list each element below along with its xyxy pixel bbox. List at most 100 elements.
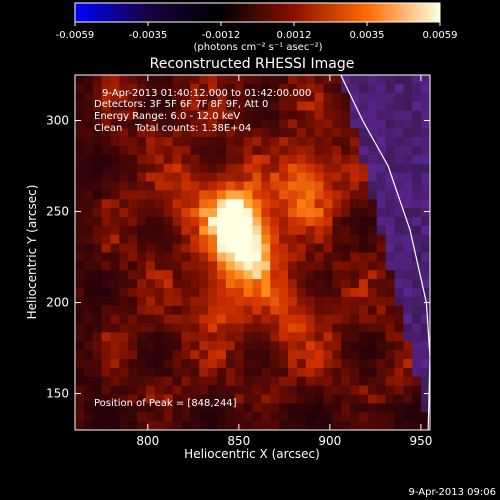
heatmap-pixel [163, 279, 174, 289]
heatmap-pixel [261, 261, 271, 271]
heatmap-pixel [412, 350, 422, 360]
heatmap-pixel [190, 137, 200, 147]
heatmap-pixel [314, 75, 324, 85]
heatmap-pixel [288, 190, 298, 200]
heatmap-pixel [128, 208, 138, 218]
heatmap-pixel [288, 163, 298, 174]
heatmap-pixel [128, 190, 138, 200]
heatmap-pixel [208, 146, 218, 156]
heatmap-pixel [270, 75, 280, 85]
heatmap-pixel [305, 385, 316, 395]
heatmap-pixel [83, 101, 94, 111]
heatmap-pixel [172, 359, 182, 369]
heatmap-pixel [261, 234, 271, 245]
heatmap-pixel [367, 421, 378, 430]
heatmap-pixel [332, 110, 342, 120]
heatmap-pixel [367, 243, 378, 253]
heatmap-pixel [92, 199, 103, 209]
heatmap-pixel [83, 359, 94, 369]
heatmap-pixel [350, 421, 360, 430]
heatmap-pixel [252, 217, 262, 227]
heatmap-pixel [172, 367, 182, 378]
heatmap-pixel [261, 190, 271, 200]
heatmap-pixel [323, 190, 333, 200]
heatmap-pixel [394, 172, 404, 182]
heatmap-pixel [412, 403, 422, 413]
heatmap-pixel [181, 288, 191, 298]
heatmap-pixel [376, 412, 387, 422]
heatmap-pixel [92, 385, 103, 395]
heatmap-pixel [172, 154, 182, 165]
heatmap-pixel [172, 190, 182, 200]
heatmap-pixel [119, 181, 129, 191]
heatmap-pixel [92, 305, 103, 316]
heatmap-pixel [146, 243, 156, 253]
heatmap-pixel [208, 359, 218, 369]
heatmap-pixel [243, 412, 253, 422]
heatmap-pixel [190, 305, 200, 316]
heatmap-pixel [119, 101, 129, 111]
heatmap-pixel [296, 341, 307, 351]
heatmap-pixel [403, 279, 413, 289]
heatmap-pixel [101, 172, 111, 182]
heatmap-pixel [128, 181, 138, 191]
heatmap-pixel [225, 323, 236, 333]
heatmap-pixel [279, 305, 289, 316]
heatmap-pixel [394, 314, 404, 324]
heatmap-pixel [83, 412, 94, 422]
heatmap-pixel [154, 314, 165, 324]
heatmap-pixel [199, 314, 209, 324]
heatmap-pixel [359, 172, 369, 182]
heatmap-pixel [128, 146, 138, 156]
heatmap-pixel [394, 146, 404, 156]
heatmap-pixel [332, 146, 342, 156]
heatmap-pixel [101, 163, 111, 174]
heatmap-pixel [92, 421, 103, 430]
heatmap-pixel [128, 154, 138, 165]
heatmap-pixel [208, 314, 218, 324]
heatmap-pixel [243, 199, 253, 209]
heatmap-pixel [83, 110, 94, 120]
heatmap-pixel [288, 332, 298, 342]
heatmap-pixel [341, 394, 351, 404]
heatmap-pixel [92, 146, 103, 156]
heatmap-pixel [261, 208, 271, 218]
heatmap-pixel [270, 341, 280, 351]
heatmap-pixel [279, 92, 289, 103]
heatmap-pixel [279, 332, 289, 342]
heatmap-pixel [350, 305, 360, 316]
heatmap-pixel [341, 190, 351, 200]
heatmap-pixel [403, 243, 413, 253]
heatmap-pixel [154, 110, 165, 120]
heatmap-pixel [359, 385, 369, 395]
heatmap-pixel [137, 181, 147, 191]
heatmap-pixel [128, 75, 138, 85]
heatmap-pixel [359, 128, 369, 138]
heatmap-pixel [243, 128, 253, 138]
heatmap-pixel [288, 243, 298, 253]
heatmap-pixel [181, 199, 191, 209]
heatmap-pixel [412, 154, 422, 165]
heatmap-pixel [137, 225, 147, 236]
heatmap-pixel [376, 119, 387, 129]
heatmap-pixel [101, 341, 111, 351]
heatmap-pixel [234, 350, 245, 360]
heatmap-pixel [252, 252, 262, 262]
heatmap-pixel [261, 332, 271, 342]
heatmap-pixel [199, 75, 209, 85]
heatmap-pixel [208, 225, 218, 236]
heatmap-pixel [163, 421, 174, 430]
heatmap-pixel [101, 181, 111, 191]
heatmap-pixel [261, 225, 271, 236]
heatmap-pixel [172, 119, 182, 129]
heatmap-pixel [359, 350, 369, 360]
heatmap-pixel [181, 350, 191, 360]
heatmap-pixel [208, 288, 218, 298]
heatmap-pixel [270, 288, 280, 298]
heatmap-pixel [367, 217, 378, 227]
heatmap-pixel [367, 288, 378, 298]
heatmap-pixel [110, 385, 120, 395]
heatmap-pixel [261, 279, 271, 289]
heatmap-pixel [128, 137, 138, 147]
heatmap-pixel [234, 83, 245, 94]
